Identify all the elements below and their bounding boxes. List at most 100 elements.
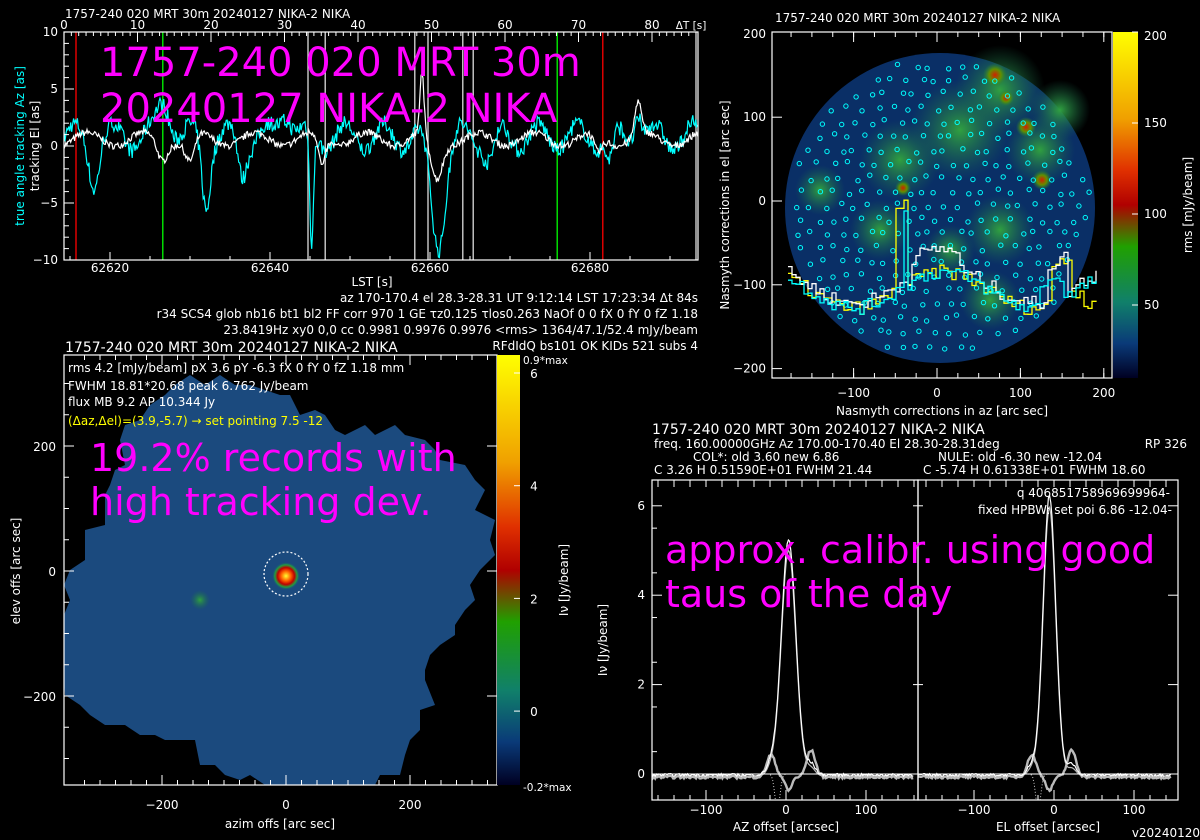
- kid-position-marker: [995, 186, 1001, 192]
- top-tick-label: 80: [644, 18, 659, 32]
- y-tick-label: 5: [50, 82, 58, 96]
- kid-position-marker: [870, 121, 876, 128]
- top-tick-label: 0: [60, 18, 68, 32]
- info-line-2: r34 SCS4 glob nb16 bt1 bl2 FF corr 970 1…: [157, 307, 698, 321]
- kid-position-marker: [917, 159, 924, 165]
- kid-position-marker: [1012, 242, 1018, 249]
- kid-position-marker: [946, 272, 952, 278]
- kid-position-marker: [985, 316, 991, 322]
- kid-position-marker: [930, 190, 936, 196]
- kid-position-marker: [894, 146, 900, 153]
- kid-position-marker: [991, 303, 998, 309]
- kid-position-marker: [886, 219, 892, 226]
- kid-position-marker: [876, 214, 882, 221]
- kid-position-marker: [1066, 160, 1072, 166]
- kid-position-marker: [958, 344, 965, 350]
- kid-position-marker: [820, 257, 826, 263]
- kid-position-marker: [916, 328, 922, 334]
- kid-position-marker: [853, 232, 859, 239]
- profiles-header-el-fit: C -5.74 H 0.61338E+01 FWHM 18.60: [923, 463, 1146, 477]
- az-tracking-series: [64, 96, 698, 259]
- kid-position-marker: [1018, 315, 1024, 322]
- kid-position-marker: [980, 299, 987, 306]
- kid-position-marker: [995, 135, 1001, 142]
- kid-position-marker: [1017, 261, 1023, 267]
- kid-position-marker: [900, 90, 907, 96]
- el-profile-xlabel: EL offset [arcsec]: [996, 820, 1100, 834]
- kid-position-marker: [877, 189, 883, 195]
- kid-position-marker: [843, 103, 849, 109]
- y-tick-label: −200: [23, 690, 56, 704]
- kid-position-marker: [902, 134, 908, 140]
- kid-position-marker: [1073, 231, 1079, 238]
- nasmyth-colorbar: [1113, 32, 1138, 378]
- kid-position-marker: [988, 288, 994, 294]
- kid-position-marker: [1004, 93, 1011, 99]
- info-line-1: az 170-170.4 el 28.3-28.31 UT 9:12:14 LS…: [340, 291, 698, 305]
- kid-position-marker: [1058, 191, 1064, 198]
- kid-position-marker: [884, 344, 891, 350]
- rms-patch: [965, 195, 1035, 265]
- kid-position-marker: [950, 190, 956, 196]
- kid-position-marker: [866, 147, 872, 153]
- y-tick-label: 2: [637, 678, 645, 692]
- kid-position-marker: [1062, 229, 1068, 235]
- kid-position-marker: [1025, 106, 1031, 112]
- x-tick-label: 62620: [91, 261, 129, 275]
- kid-position-marker: [942, 346, 948, 352]
- kid-position-marker: [936, 108, 942, 114]
- kid-position-marker: [900, 344, 907, 351]
- kid-position-marker: [968, 230, 974, 236]
- kid-position-marker: [912, 316, 918, 322]
- kid-position-marker: [941, 121, 947, 127]
- kid-position-marker: [890, 248, 896, 254]
- kid-position-marker: [1004, 119, 1011, 125]
- map-title: 1757-240 020 MRT 30m 20240127 NIKA-2 NIK…: [65, 340, 398, 356]
- nasmyth-panel: 1757-240 020 MRT 30m 20240127 NIKA-2 NIK…: [718, 11, 1195, 418]
- kid-position-marker: [912, 177, 918, 183]
- map-ticks: −200 0 200 200 0 −200 6 4 2 0: [23, 355, 538, 812]
- kid-position-marker: [982, 160, 988, 167]
- el-tracking-series: [64, 73, 698, 183]
- tracking-ylabel-az: true angle tracking Az [as]: [13, 66, 27, 226]
- colorbar-tick-label: 50: [1144, 298, 1159, 312]
- kid-position-marker: [871, 315, 877, 321]
- kid-position-marker: [910, 285, 916, 291]
- profiles-fixed-hpbw-line: fixed HPBW: set poi 6.86 -12.04-: [978, 503, 1172, 517]
- az-x-tick-label: 100: [855, 803, 878, 817]
- kid-position-marker: [831, 219, 837, 225]
- kid-position-marker: [1036, 244, 1042, 250]
- rms-patch: [925, 225, 975, 275]
- kid-position-marker: [858, 328, 864, 334]
- kid-position-marker: [978, 130, 985, 137]
- kid-position-marker: [843, 216, 849, 222]
- kid-position-marker: [971, 313, 978, 320]
- kid-position-marker: [1049, 177, 1055, 183]
- kid-position-marker: [877, 105, 883, 111]
- top-axis-label: ΔT [s]: [676, 20, 707, 32]
- kid-position-marker: [1033, 313, 1040, 319]
- kid-position-marker: [858, 215, 865, 221]
- map-xlabel: azim offs [arc sec]: [225, 817, 335, 831]
- kid-position-marker: [846, 191, 853, 198]
- kid-position-marker: [850, 205, 856, 212]
- kid-position-marker: [891, 103, 898, 110]
- profile-curves: [652, 493, 1178, 800]
- colorbar-bottom-label: -0.2*max: [523, 782, 572, 794]
- az-data-curve: [652, 548, 914, 777]
- kid-position-marker: [805, 204, 812, 211]
- kid-position-marker: [844, 246, 850, 253]
- kid-position-marker: [1026, 245, 1032, 252]
- colorbar-tick-label: 100: [1144, 207, 1167, 221]
- kid-position-marker: [899, 120, 906, 126]
- kid-position-marker: [900, 331, 906, 337]
- kid-position-marker: [1017, 175, 1023, 182]
- kid-position-marker: [1030, 228, 1036, 235]
- kid-position-marker: [931, 149, 937, 155]
- kid-position-marker: [954, 119, 960, 126]
- el-x-tick-label: −100: [958, 803, 991, 817]
- kid-position-marker: [995, 330, 1001, 337]
- kid-position-marker: [977, 189, 983, 196]
- kid-position-marker: [1086, 189, 1092, 195]
